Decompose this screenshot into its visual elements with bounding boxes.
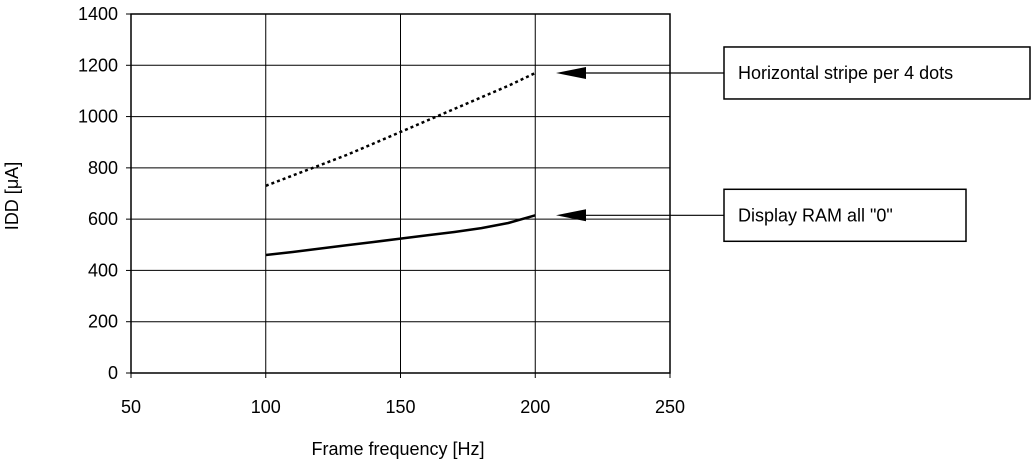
annotation-arrow-head [556,66,586,79]
grid-layer [131,14,670,373]
x-tick-label: 250 [655,397,685,417]
y-tick-label: 0 [108,363,118,383]
annotation-layer: Horizontal stripe per 4 dots Display RAM … [556,46,1031,243]
y-tick-label: 800 [88,158,118,178]
y-tick-label: 600 [88,209,118,229]
annotation-1: Horizontal stripe per 4 dots [556,46,1031,100]
axes-layer: 50 100 150 200 250 0 200 400 600 800 1000 1200 1400 [78,4,685,417]
annotation-box [723,188,967,243]
annotation-2: Display RAM all "0" [556,188,967,243]
x-tick-label: 100 [251,397,281,417]
y-axis-title: IDD [μA] [2,162,22,230]
y-tick-label: 1200 [78,55,118,75]
annotation-label: Horizontal stripe per 4 dots [738,63,953,83]
x-tick-label: 50 [121,397,141,417]
series-line-2 [265,214,536,257]
series-layer [265,71,536,257]
y-tick-label: 200 [88,312,118,332]
y-tick-label: 1000 [78,107,118,127]
x-tick-label: 200 [520,397,550,417]
annotation-box [723,46,1031,100]
x-axis-title: Frame frequency [Hz] [311,439,484,459]
annotation-arrow-head [556,209,586,222]
annotation-label: Display RAM all "0" [738,205,893,225]
x-tick-label: 150 [385,397,415,417]
y-tick-label: 400 [88,260,118,280]
y-tick-label: 1400 [78,4,118,24]
series-line-1 [265,71,536,187]
